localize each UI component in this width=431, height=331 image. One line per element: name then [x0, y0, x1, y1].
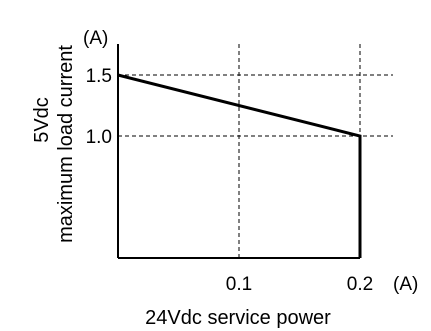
- y-axis-label-line-2: maximum load current: [55, 45, 77, 243]
- y-axis-label-line-1: 5Vdc: [31, 97, 53, 143]
- tick-labels: 1.0 1.5 0.1 0.2: [86, 66, 374, 295]
- x-tick-label-1: 0.2: [347, 274, 373, 295]
- y-axis-unit: (A): [83, 28, 108, 49]
- x-tick-label-0: 0.1: [226, 274, 252, 295]
- x-axis-label: 24Vdc service power: [145, 307, 331, 329]
- series-line-0: [117, 73, 362, 258]
- y-tick-label-0: 1.0: [86, 127, 112, 148]
- y-tick-label-1: 1.5: [86, 66, 112, 87]
- grid-lines: [118, 44, 393, 258]
- axes: [117, 44, 360, 259]
- x-axis-unit: (A): [393, 274, 418, 295]
- data-series: [117, 73, 362, 258]
